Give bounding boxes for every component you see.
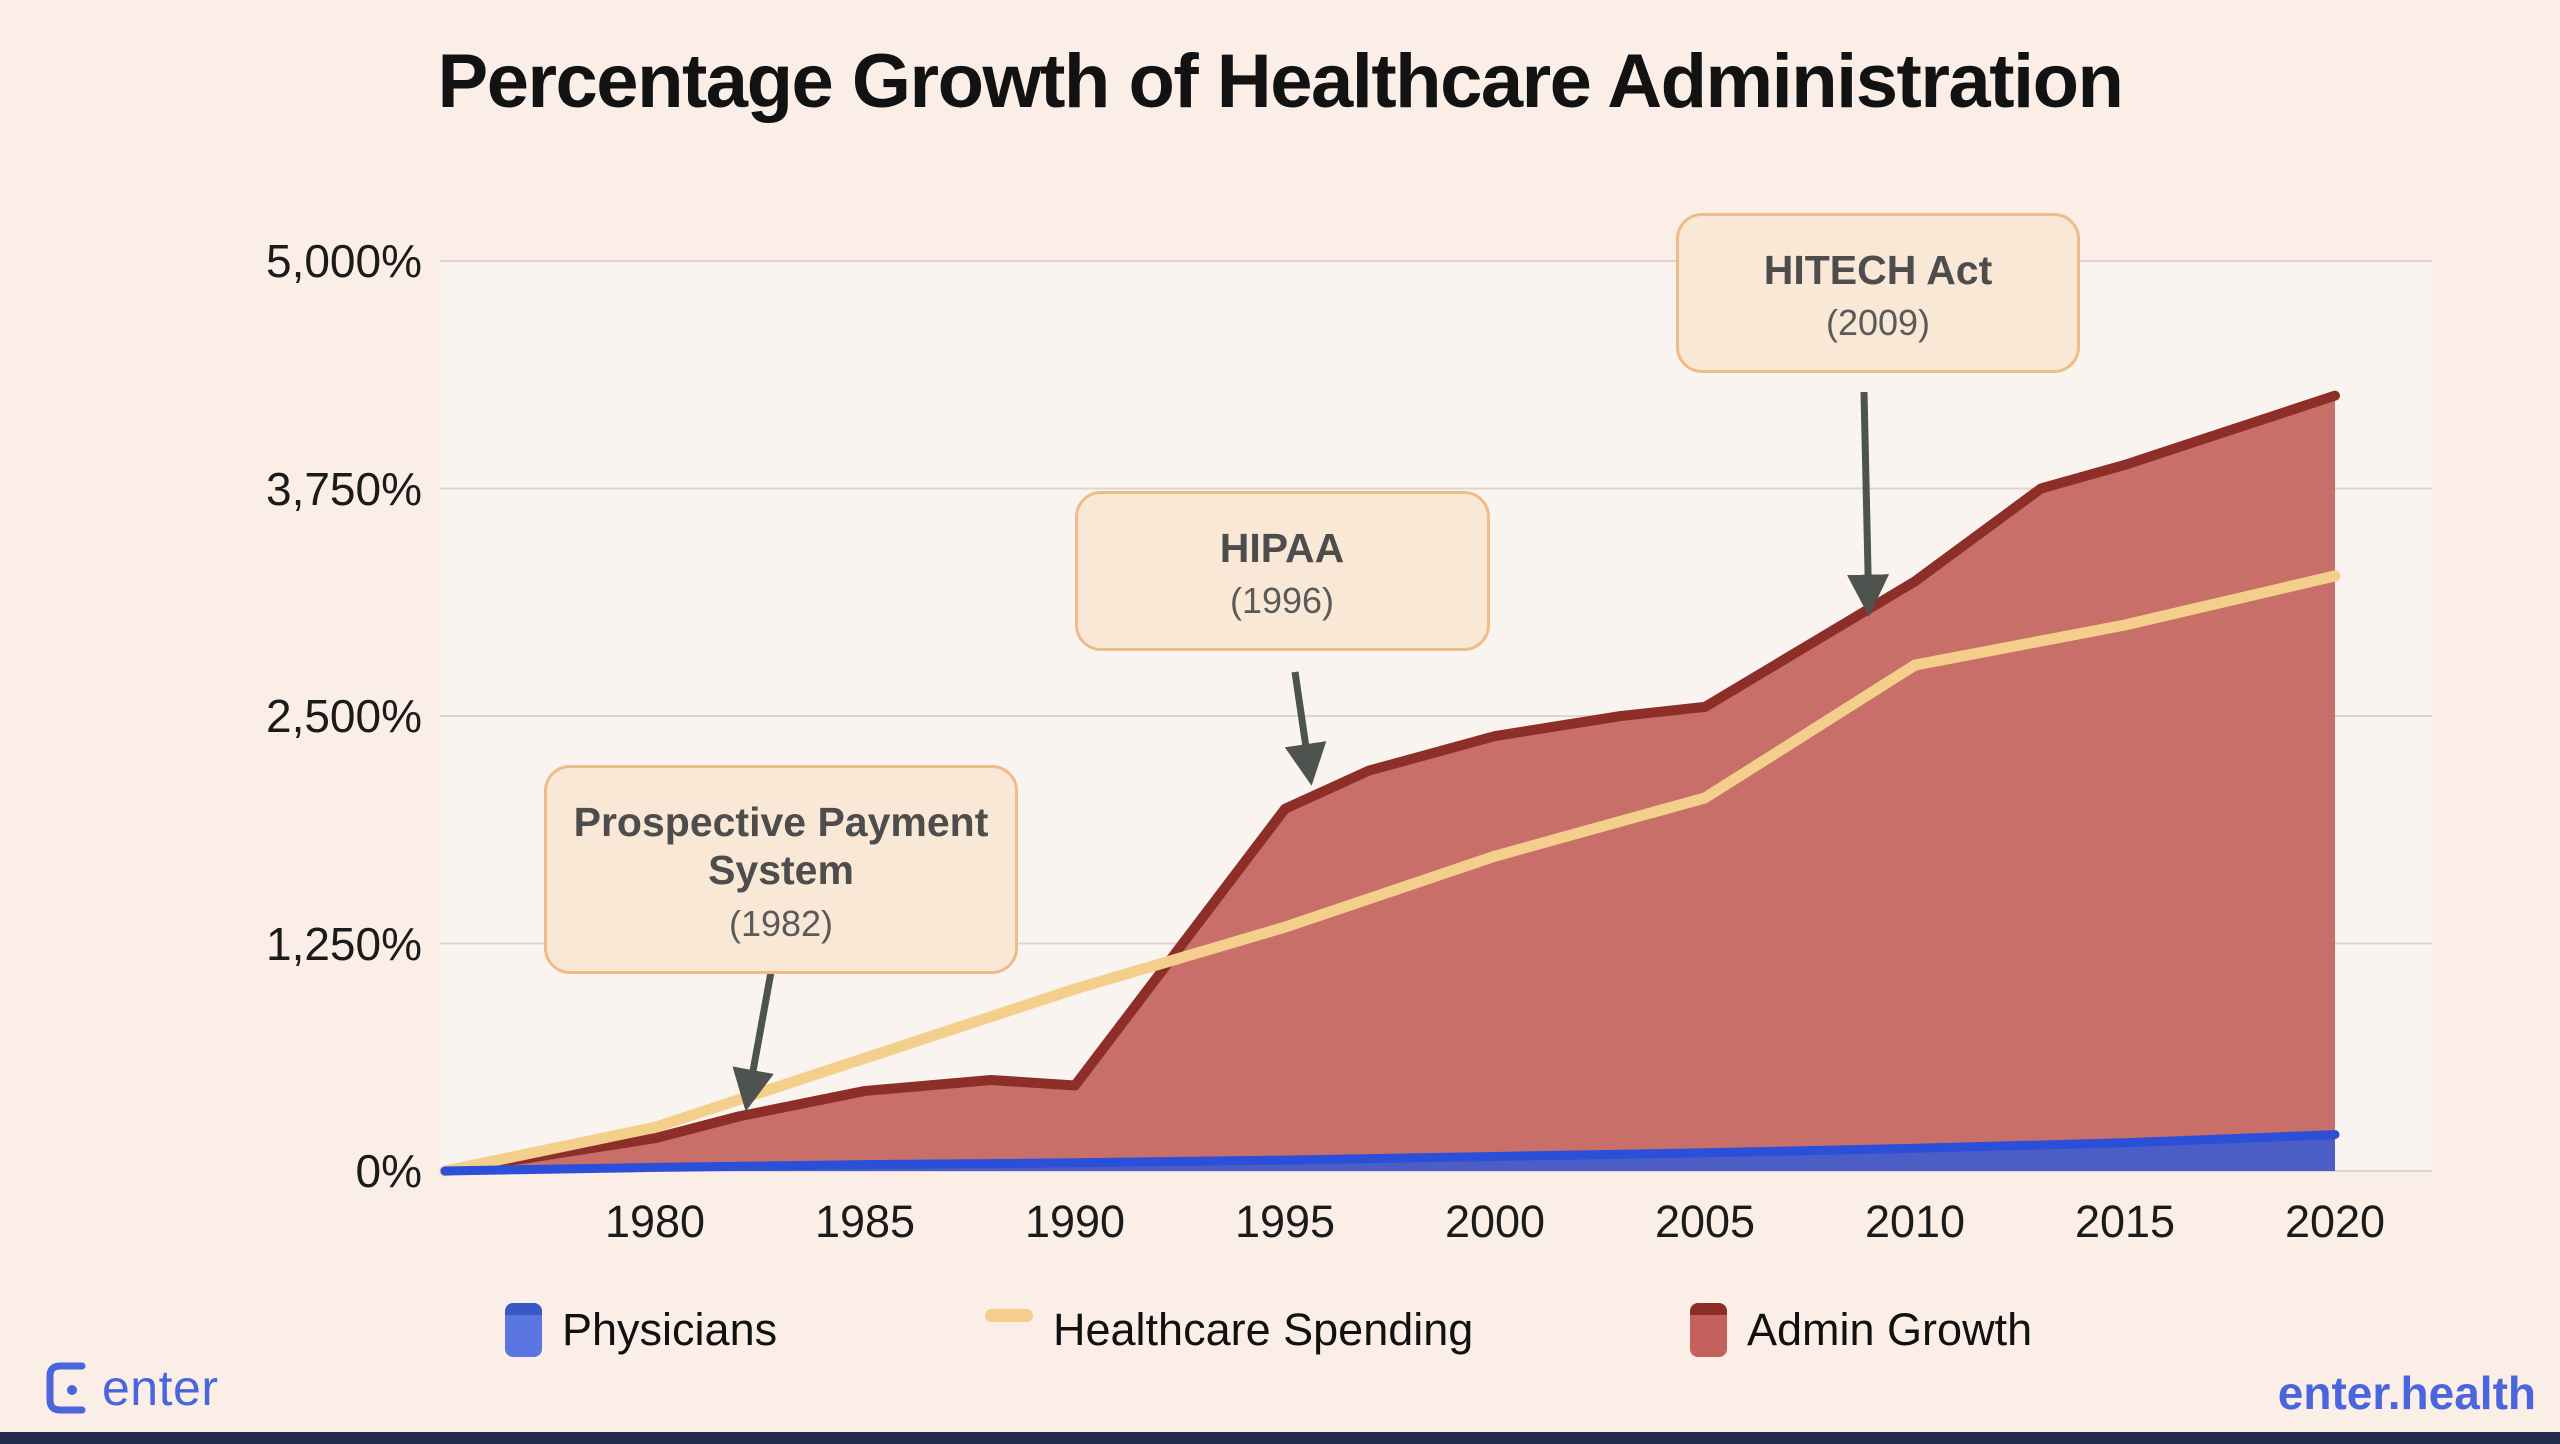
x-axis-label: 2005	[1654, 1196, 1756, 1247]
annotation-arrow	[1847, 391, 1890, 617]
legend-item-healthcare-spending: Healthcare Spending	[985, 1301, 1473, 1359]
y-axis-label: 1,250%	[265, 917, 422, 970]
annotation-box: Prospective Payment System (1982)	[544, 765, 1018, 974]
y-axis-label: 2,500%	[265, 690, 422, 742]
legend-item-admin-growth: Admin Growth	[1690, 1301, 2032, 1359]
legend-line-swatch	[985, 1309, 1033, 1322]
y-axis-label: 3,750%	[265, 462, 422, 515]
annotation-year: (1982)	[728, 902, 834, 944]
annotation-arrow	[732, 949, 779, 1112]
enter-health-url: enter.health	[2277, 1367, 2536, 1419]
enter-logo-text: enter	[102, 1360, 219, 1416]
annotation-year: (2009)	[1825, 302, 1931, 344]
admin-growth-area	[445, 395, 2335, 1171]
annotation-title: HIPAA	[1219, 525, 1345, 571]
annotation-box: HITECH Act (2009)	[1676, 213, 2080, 374]
x-axis-label: 2000	[1444, 1196, 1546, 1247]
x-axis-label: 2010	[1864, 1196, 1966, 1247]
annotation-arrow	[1284, 671, 1327, 786]
legend-label: Physicians	[562, 1304, 778, 1355]
x-axis-label: 2020	[2284, 1196, 2386, 1247]
chart-title: Percentage Growth of Healthcare Administ…	[437, 39, 2124, 124]
y-axis-label: 5,000%	[265, 235, 422, 287]
enter-door-icon	[46, 1362, 86, 1414]
legend-swatch	[505, 1303, 542, 1357]
x-axis-label: 1985	[814, 1196, 916, 1247]
legend-label: Healthcare Spending	[1053, 1304, 1474, 1355]
annotation-title: HITECH Act	[1763, 247, 1993, 293]
x-axis-label: 1980	[604, 1196, 706, 1247]
legend-swatch	[985, 1303, 1033, 1357]
physicians-edge-line	[440, 1130, 2340, 1176]
x-axis-label: 1990	[1024, 1196, 1126, 1247]
annotation-box: HIPAA (1996)	[1074, 491, 1490, 652]
admin-growth-edge-line	[440, 390, 2340, 1176]
legend-label: Admin Growth	[1747, 1304, 2033, 1355]
enter-logo: enter	[40, 1358, 218, 1418]
y-axis-label: 0%	[355, 1145, 422, 1197]
legend-item-physicians: Physicians	[505, 1301, 777, 1359]
bottom-accent-bar	[0, 1432, 2560, 1444]
legend-swatch	[1690, 1303, 1727, 1357]
annotation-year: (1996)	[1229, 580, 1335, 622]
x-axis-label: 2015	[2074, 1196, 2176, 1247]
x-axis-label: 1995	[1234, 1196, 1336, 1247]
physicians-area	[445, 1134, 2335, 1171]
annotation-title: Prospective Payment System	[573, 799, 989, 894]
